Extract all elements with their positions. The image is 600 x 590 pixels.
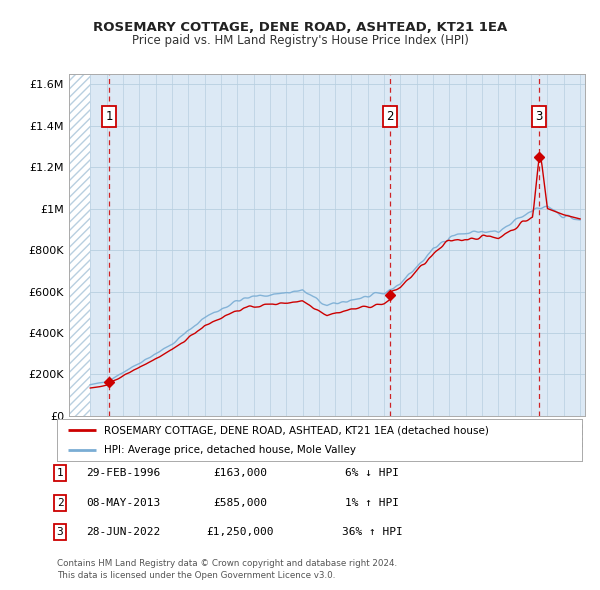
Text: 36% ↑ HPI: 36% ↑ HPI (341, 527, 403, 537)
Text: 3: 3 (535, 110, 543, 123)
Text: 3: 3 (56, 527, 64, 537)
Text: HPI: Average price, detached house, Mole Valley: HPI: Average price, detached house, Mole… (104, 445, 356, 455)
Text: 1% ↑ HPI: 1% ↑ HPI (345, 498, 399, 507)
Bar (69, 74, 90, 416)
Text: 28-JUN-2022: 28-JUN-2022 (86, 527, 160, 537)
Text: Contains HM Land Registry data © Crown copyright and database right 2024.
This d: Contains HM Land Registry data © Crown c… (57, 559, 397, 580)
Text: Price paid vs. HM Land Registry's House Price Index (HPI): Price paid vs. HM Land Registry's House … (131, 34, 469, 47)
Text: £163,000: £163,000 (213, 468, 267, 478)
Text: 08-MAY-2013: 08-MAY-2013 (86, 498, 160, 507)
Text: 1: 1 (56, 468, 64, 478)
Text: 2: 2 (56, 498, 64, 507)
Text: £585,000: £585,000 (213, 498, 267, 507)
Text: 6% ↓ HPI: 6% ↓ HPI (345, 468, 399, 478)
Text: ROSEMARY COTTAGE, DENE ROAD, ASHTEAD, KT21 1EA: ROSEMARY COTTAGE, DENE ROAD, ASHTEAD, KT… (93, 21, 507, 34)
Text: £1,250,000: £1,250,000 (206, 527, 274, 537)
Text: ROSEMARY COTTAGE, DENE ROAD, ASHTEAD, KT21 1EA (detached house): ROSEMARY COTTAGE, DENE ROAD, ASHTEAD, KT… (104, 425, 489, 435)
Text: 1: 1 (106, 110, 113, 123)
Text: 29-FEB-1996: 29-FEB-1996 (86, 468, 160, 478)
Text: 2: 2 (386, 110, 394, 123)
